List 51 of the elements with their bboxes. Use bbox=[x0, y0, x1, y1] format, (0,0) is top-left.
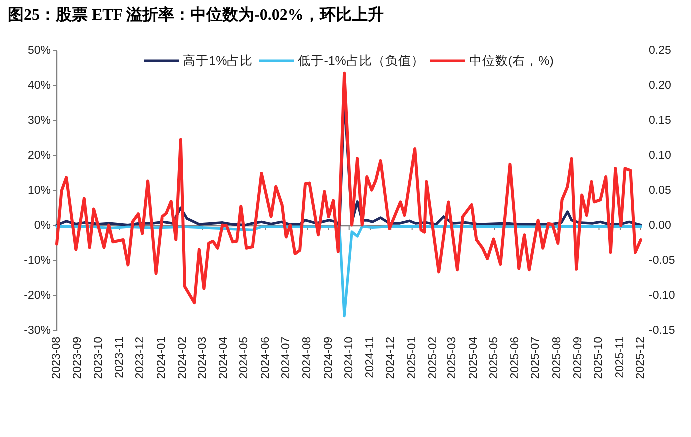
x-tick-label: 2023-10 bbox=[92, 337, 105, 380]
x-tick-label: 2025-10 bbox=[593, 337, 606, 380]
y2-tick-label: 0.10 bbox=[649, 150, 672, 162]
y2-tick-label: -0.10 bbox=[649, 290, 676, 302]
x-tick-label: 2025-12 bbox=[635, 337, 647, 380]
x-tick-label: 2025-05 bbox=[488, 337, 500, 380]
y2-tick-label: 0.05 bbox=[649, 185, 672, 197]
y-tick-label: 50% bbox=[28, 45, 51, 57]
x-tick-label: 2023-08 bbox=[51, 337, 63, 380]
x-tick-label: 2025-04 bbox=[468, 336, 480, 380]
x-tick-label: 2025-03 bbox=[446, 337, 459, 380]
x-tick-label: 2024-06 bbox=[260, 337, 272, 380]
x-tick-label: 2023-11 bbox=[114, 337, 126, 378]
y-tick-label: 10% bbox=[28, 185, 51, 197]
x-tick-label: 2024-11 bbox=[364, 337, 377, 378]
x-tick-label: 2024-12 bbox=[385, 337, 398, 380]
y2-tick-label: -0.05 bbox=[649, 255, 676, 267]
x-tick-label: 2024-10 bbox=[343, 337, 356, 380]
x-tick-label: 2024-02 bbox=[176, 337, 189, 380]
legend-label: 中位数(右，%) bbox=[469, 54, 554, 68]
y-tick-label: -20% bbox=[24, 290, 51, 302]
x-tick-label: 2023-12 bbox=[134, 337, 147, 380]
y-tick-label: -30% bbox=[24, 325, 51, 337]
x-tick-label: 2023-09 bbox=[72, 337, 84, 380]
x-tick-label: 2024-07 bbox=[280, 337, 292, 380]
x-tick-label: 2024-09 bbox=[322, 337, 335, 380]
x-tick-label: 2024-01 bbox=[156, 337, 168, 380]
y-tick-label: 0% bbox=[34, 220, 51, 232]
x-tick-label: 2025-07 bbox=[530, 337, 542, 380]
legend-label: 高于1%占比 bbox=[183, 53, 254, 68]
x-tick-label: 2025-08 bbox=[551, 337, 564, 380]
legend-label: 低于-1%占比（负值） bbox=[298, 54, 424, 68]
y-tick-label: 40% bbox=[28, 80, 51, 92]
y-tick-label: 30% bbox=[28, 115, 51, 127]
x-tick-label: 2025-11 bbox=[614, 337, 626, 378]
y2-tick-label: 0.20 bbox=[649, 80, 672, 92]
x-tick-label: 2025-06 bbox=[510, 337, 522, 380]
x-tick-label: 2024-05 bbox=[238, 337, 251, 380]
y2-tick-label: 0.25 bbox=[649, 45, 672, 57]
x-tick-label: 2025-01 bbox=[406, 337, 418, 380]
x-tick-label: 2024-04 bbox=[218, 336, 230, 380]
y2-tick-label: 0.15 bbox=[649, 115, 672, 127]
y-tick-label: 20% bbox=[28, 150, 51, 162]
y2-tick-label: -0.15 bbox=[649, 325, 676, 337]
title: 图25：股票 ETF 溢折率：中位数为-0.02%，环比上升 bbox=[8, 7, 384, 24]
x-tick-label: 2025-02 bbox=[428, 337, 440, 380]
x-tick-label: 2025-09 bbox=[572, 337, 585, 380]
x-tick-label: 2024-03 bbox=[196, 337, 209, 380]
y-tick-label: -10% bbox=[24, 255, 51, 267]
y2-tick-label: 0.00 bbox=[649, 220, 672, 232]
x-tick-label: 2024-08 bbox=[302, 337, 314, 380]
